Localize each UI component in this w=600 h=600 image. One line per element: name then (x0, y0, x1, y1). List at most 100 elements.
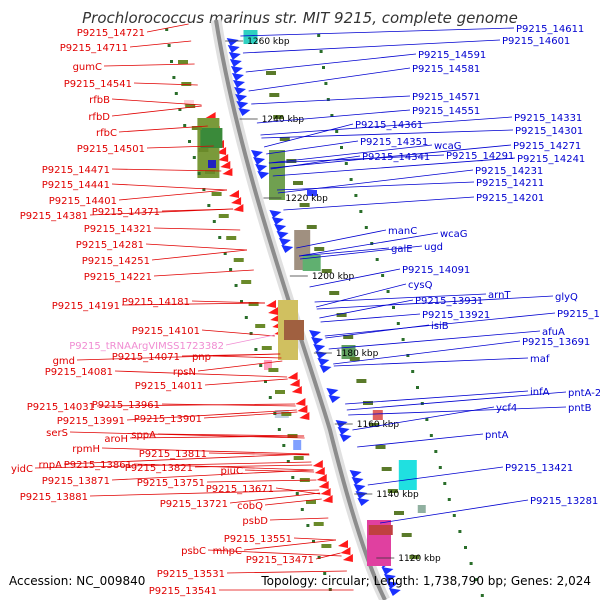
forward-gene-label[interactable]: P9215_14721 (77, 28, 145, 39)
forward-gene-label[interactable]: P9215_14251 (82, 256, 150, 267)
forward-gene-label[interactable]: rfbD (88, 112, 110, 123)
forward-gene-label[interactable]: P9215_14441 (42, 180, 110, 191)
forward-connector-line (129, 435, 305, 439)
reverse-gene-label[interactable]: P9215_13281 (530, 496, 598, 507)
forward-gene-label[interactable]: rfbC (96, 128, 117, 139)
reverse-gene-label[interactable]: wcaG (434, 141, 462, 152)
reverse-gene-label[interactable]: P9215_13421 (505, 463, 573, 474)
reverse-gene-label[interactable]: P9215_14341 (362, 152, 430, 163)
forward-gene-label[interactable]: rnpA (39, 460, 63, 471)
forward-gene-label[interactable]: pnp (192, 352, 211, 363)
reverse-gene-label[interactable]: ycf4 (496, 403, 517, 414)
reverse-gene-label[interactable]: P9215_13691 (522, 337, 590, 348)
forward-gene-label[interactable]: P9215_14081 (45, 367, 113, 378)
forward-gene-label[interactable]: psbC (181, 546, 206, 557)
forward-gene-label[interactable]: P9215_14401 (49, 196, 117, 207)
reverse-gene-label[interactable]: P9215_14091 (402, 265, 470, 276)
forward-gene-label[interactable]: piuC (221, 466, 243, 477)
forward-gene-label[interactable]: serS (46, 428, 68, 439)
forward-gene-label[interactable]: P9215_13811 (139, 449, 207, 460)
forward-gene-label[interactable]: P9215_13751 (137, 478, 205, 489)
reverse-gene-label[interactable]: cysQ (408, 280, 433, 291)
reverse-gene-label[interactable]: isiB (431, 321, 449, 332)
forward-gene-label[interactable]: P9215_13871 (42, 476, 110, 487)
forward-gene-label[interactable]: rpmH (72, 444, 100, 455)
forward-gene-label[interactable]: sppA (131, 430, 156, 441)
forward-gene-label[interactable]: P9215_13541 (149, 586, 217, 597)
forward-gene-label[interactable]: P9215_13861 (64, 460, 132, 471)
forward-gene-label[interactable]: P9215_13961 (92, 400, 160, 411)
reverse-gene-label[interactable]: P9215_14241 (517, 154, 585, 165)
forward-gene-label[interactable]: yidC (11, 464, 33, 475)
forward-gene-label[interactable]: P9215_14321 (84, 224, 152, 235)
reverse-gene-label[interactable]: P9215_14271 (513, 141, 581, 152)
forward-gene-label[interactable]: cobQ (237, 501, 263, 512)
reverse-gene-label[interactable]: P9215_14581 (412, 64, 480, 75)
inner-tick (207, 204, 211, 207)
forward-gene-label[interactable]: P9215_tRNAArgVIMSS1723382 (69, 341, 224, 352)
reverse-gene-label[interactable]: maf (530, 354, 550, 365)
forward-gene-label[interactable]: P9215_14221 (84, 272, 152, 283)
forward-gene-label[interactable]: P9215_14071 (112, 352, 180, 363)
forward-gene-label[interactable]: P9215_13671 (206, 484, 274, 495)
reverse-gene-label[interactable]: arnT (488, 290, 511, 301)
reverse-gene-label[interactable]: P9215_13761 (557, 309, 600, 320)
scale-label: 1240 kbp (262, 115, 305, 125)
reverse-gene-label[interactable]: P9215_14551 (412, 106, 480, 117)
reverse-gene-label[interactable]: P9215_14231 (475, 166, 543, 177)
forward-gene-label[interactable]: P9215_14711 (60, 43, 128, 54)
forward-gene-label[interactable]: rpsN (173, 367, 196, 378)
reverse-gene-label[interactable]: wcaG (440, 229, 468, 240)
feature-block (302, 255, 321, 271)
forward-gene-label[interactable]: P9215_14101 (132, 326, 200, 337)
reverse-gene-label[interactable]: P9215_14361 (355, 120, 423, 131)
forward-gene-label[interactable]: gumC (73, 62, 102, 73)
forward-gene-label[interactable]: P9215_13471 (246, 555, 314, 566)
reverse-gene-label[interactable]: afuA (542, 327, 565, 338)
outer-tick (458, 530, 462, 533)
forward-gene-label[interactable]: P9215_14191 (52, 301, 120, 312)
reverse-gene-label[interactable]: infA (530, 387, 550, 398)
forward-gene-label[interactable]: P9215_13721 (160, 499, 228, 510)
reverse-gene-label[interactable]: manC (388, 226, 417, 237)
reverse-gene-label[interactable]: P9215_13921 (422, 310, 490, 321)
reverse-gene-label[interactable]: galE (391, 244, 413, 255)
forward-gene-label[interactable]: aroH (104, 434, 128, 445)
forward-gene-label[interactable]: P9215_13551 (224, 534, 292, 545)
forward-gene-label[interactable]: P9215_14181 (122, 297, 190, 308)
reverse-gene-label[interactable]: P9215_14211 (476, 178, 544, 189)
reverse-gene-label[interactable]: P9215_14331 (514, 113, 582, 124)
reverse-gene-label[interactable]: pntA (485, 430, 509, 441)
forward-gene-label[interactable]: P9215_14541 (64, 79, 132, 90)
forward-gene-label[interactable]: P9215_14381 (20, 211, 88, 222)
forward-gene-label[interactable]: P9215_13991 (57, 416, 125, 427)
forward-gene-label[interactable]: P9215_14371 (92, 207, 160, 218)
reverse-gene-label[interactable]: P9215_14571 (412, 92, 480, 103)
reverse-gene-label[interactable]: P9215_14291 (446, 151, 514, 162)
forward-gene-label[interactable]: P9215_14501 (77, 144, 145, 155)
reverse-gene-label[interactable]: P9215_14351 (360, 137, 428, 148)
forward-gene-label[interactable]: rfbB (89, 95, 110, 106)
forward-gene-label[interactable]: P9215_13531 (157, 569, 225, 580)
reverse-gene-label[interactable]: P9215_14591 (418, 50, 486, 61)
reverse-gene-label[interactable]: P9215_14611 (516, 24, 584, 35)
forward-gene-label[interactable]: P9215_14471 (42, 165, 110, 176)
forward-gene-label[interactable]: P9215_13821 (125, 463, 193, 474)
reverse-gene-label[interactable]: pntA-2 (568, 388, 600, 399)
forward-gene-label[interactable]: mhpC (213, 546, 242, 557)
forward-gene-label[interactable]: P9215_14281 (76, 240, 144, 251)
forward-gene-label[interactable]: P9215_13881 (20, 492, 88, 503)
reverse-gene-label[interactable]: glyQ (555, 292, 578, 303)
forward-gene-label[interactable]: psbD (242, 516, 268, 527)
forward-gene-label[interactable]: P9215_14011 (135, 381, 203, 392)
reverse-gene-label[interactable]: pntB (568, 403, 592, 414)
reverse-gene-label[interactable]: ugd (424, 242, 443, 253)
forward-gene-label[interactable]: P9215_13901 (134, 414, 202, 425)
forward-gene-label[interactable]: P9215_14031 (27, 402, 95, 413)
forward-gene-label[interactable]: gmd (53, 356, 75, 367)
reverse-gene-label[interactable]: P9215_13931 (415, 296, 483, 307)
reverse-gene-label[interactable]: P9215_14601 (502, 36, 570, 47)
reverse-gene-label[interactable]: P9215_14301 (515, 126, 583, 137)
reverse-gene-label[interactable]: P9215_14201 (476, 193, 544, 204)
